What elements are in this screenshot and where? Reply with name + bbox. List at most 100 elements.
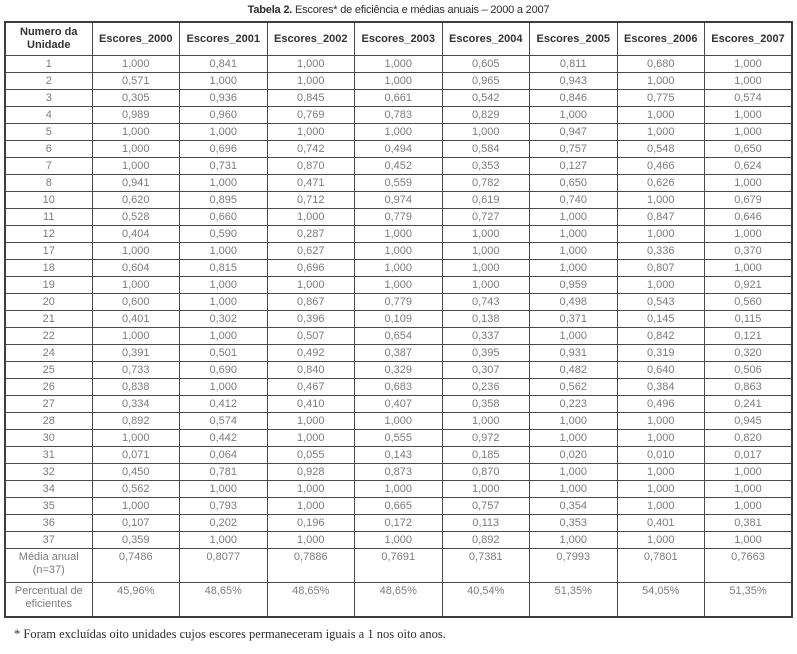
score-cell: 1,000: [266, 497, 355, 515]
score-cell: 0,109: [354, 310, 443, 328]
score-cell: 1,000: [266, 123, 355, 141]
score-cell: 0,467: [266, 378, 355, 396]
score-cell: 0,196: [266, 514, 355, 532]
table-row: 20 0,600 1,000 0,867 0,779 0,743 0,498 0,543 0,5…: [4, 293, 793, 311]
score-cell: 1,000: [91, 140, 180, 158]
table-row: 34 0,562 1,000 1,000 1,000 1,000 1,000 1,000 1,0…: [4, 480, 793, 498]
score-cell: 1,000: [354, 412, 443, 430]
table-row: 4 0,989 0,960 0,769 0,783 0,829 1,000 1,000 1,00…: [4, 106, 793, 124]
score-cell: 1,000: [179, 327, 268, 345]
header-row: Numero da Unidade Escores_2000 Escores_20…: [4, 21, 793, 56]
score-cell: 0,496: [616, 395, 705, 413]
summary-label: Percentual de eficientes: [4, 582, 93, 618]
score-cell: 0,113: [441, 514, 530, 532]
unit-cell: 31: [4, 446, 93, 464]
table-row: 6 1,000 0,696 0,742 0,494 0,584 0,757 0,548 0,65…: [4, 140, 793, 158]
score-cell: 1,000: [91, 276, 180, 294]
score-cell: 0,782: [441, 174, 530, 192]
summary-value-cell: 0,7993: [529, 548, 618, 583]
score-cell: 1,000: [616, 480, 705, 498]
score-cell: 0,555: [354, 429, 443, 447]
unit-cell: 19: [4, 276, 93, 294]
score-cell: 0,407: [354, 395, 443, 413]
score-cell: 0,972: [441, 429, 530, 447]
table-caption: Tabela 2. Escores* de eficiência e média…: [0, 0, 797, 16]
table-row: 24 0,391 0,501 0,492 0,387 0,395 0,931 0,319 0,3…: [4, 344, 793, 362]
table-row: 37 0,359 1,000 1,000 1,000 0,892 1,000 1,000 1,0…: [4, 531, 793, 549]
table-row: 25 0,733 0,690 0,840 0,329 0,307 0,482 0,640 0,5…: [4, 361, 793, 379]
summary-value-cell: 45,96%: [91, 582, 180, 618]
score-cell: 1,000: [179, 293, 268, 311]
score-cell: 0,847: [616, 208, 705, 226]
score-cell: 0,336: [616, 242, 705, 260]
score-cell: 0,334: [91, 395, 180, 413]
score-cell: 0,845: [266, 89, 355, 107]
score-cell: 0,627: [266, 242, 355, 260]
summary-value-cell: 0,7691: [354, 548, 443, 583]
score-cell: 0,307: [441, 361, 530, 379]
score-cell: 0,931: [529, 344, 618, 362]
score-cell: 0,928: [266, 463, 355, 481]
score-cell: 0,811: [529, 55, 618, 73]
table-header: Numero da Unidade Escores_2000 Escores_20…: [4, 21, 793, 56]
unit-cell: 24: [4, 344, 93, 362]
score-cell: 1,000: [441, 225, 530, 243]
score-cell: 0,743: [441, 293, 530, 311]
score-cell: 1,000: [91, 242, 180, 260]
score-cell: 0,127: [529, 157, 618, 175]
score-cell: 1,000: [441, 412, 530, 430]
score-cell: 0,680: [616, 55, 705, 73]
score-cell: 1,000: [704, 174, 793, 192]
score-cell: 0,471: [266, 174, 355, 192]
summary-row: Percentual de eficientes 45,96% 48,65% 48,6…: [4, 582, 793, 618]
score-cell: 0,305: [91, 89, 180, 107]
table-row: 2 0,571 1,000 1,000 1,000 0,965 0,943 1,000 1,00…: [4, 72, 793, 90]
score-cell: 0,138: [441, 310, 530, 328]
score-cell: 0,665: [354, 497, 443, 515]
table-row: 26 0,838 1,000 0,467 0,683 0,236 0,562 0,384 0,8…: [4, 378, 793, 396]
score-cell: 1,000: [704, 531, 793, 549]
score-cell: 0,358: [441, 395, 530, 413]
score-cell: 1,000: [529, 242, 618, 260]
score-cell: 0,396: [266, 310, 355, 328]
score-cell: 0,055: [266, 446, 355, 464]
unit-cell: 34: [4, 480, 93, 498]
score-cell: 0,733: [91, 361, 180, 379]
score-cell: 0,354: [529, 497, 618, 515]
score-cell: 0,870: [441, 463, 530, 481]
score-cell: 0,683: [354, 378, 443, 396]
unit-cell: 25: [4, 361, 93, 379]
unit-cell: 22: [4, 327, 93, 345]
score-cell: 1,000: [354, 259, 443, 277]
score-cell: 1,000: [354, 531, 443, 549]
score-cell: 0,815: [179, 259, 268, 277]
score-cell: 1,000: [266, 55, 355, 73]
score-cell: 1,000: [354, 55, 443, 73]
summary-value-cell: 0,7486: [91, 548, 180, 583]
score-cell: 0,329: [354, 361, 443, 379]
table-row: 1 1,000 0,841 1,000 1,000 0,605 0,811 0,680 1,00…: [4, 55, 793, 73]
score-cell: 1,000: [529, 463, 618, 481]
score-cell: 1,000: [441, 259, 530, 277]
score-cell: 0,574: [704, 89, 793, 107]
score-cell: 0,757: [441, 497, 530, 515]
score-cell: 0,241: [704, 395, 793, 413]
score-cell: 1,000: [354, 225, 443, 243]
score-cell: 0,507: [266, 327, 355, 345]
score-cell: 0,793: [179, 497, 268, 515]
score-cell: 0,410: [266, 395, 355, 413]
score-cell: 1,000: [354, 242, 443, 260]
summary-row: Média anual (n=37) 0,7486 0,8077 0,7886 0,76…: [4, 548, 793, 583]
score-cell: 0,870: [266, 157, 355, 175]
score-cell: 0,838: [91, 378, 180, 396]
score-cell: 0,619: [441, 191, 530, 209]
score-cell: 0,337: [441, 327, 530, 345]
score-cell: 0,185: [441, 446, 530, 464]
score-cell: 0,287: [266, 225, 355, 243]
score-cell: 1,000: [529, 480, 618, 498]
unit-cell: 21: [4, 310, 93, 328]
score-cell: 0,779: [354, 208, 443, 226]
score-cell: 1,000: [354, 72, 443, 90]
score-cell: 1,000: [179, 531, 268, 549]
score-cell: 0,650: [529, 174, 618, 192]
